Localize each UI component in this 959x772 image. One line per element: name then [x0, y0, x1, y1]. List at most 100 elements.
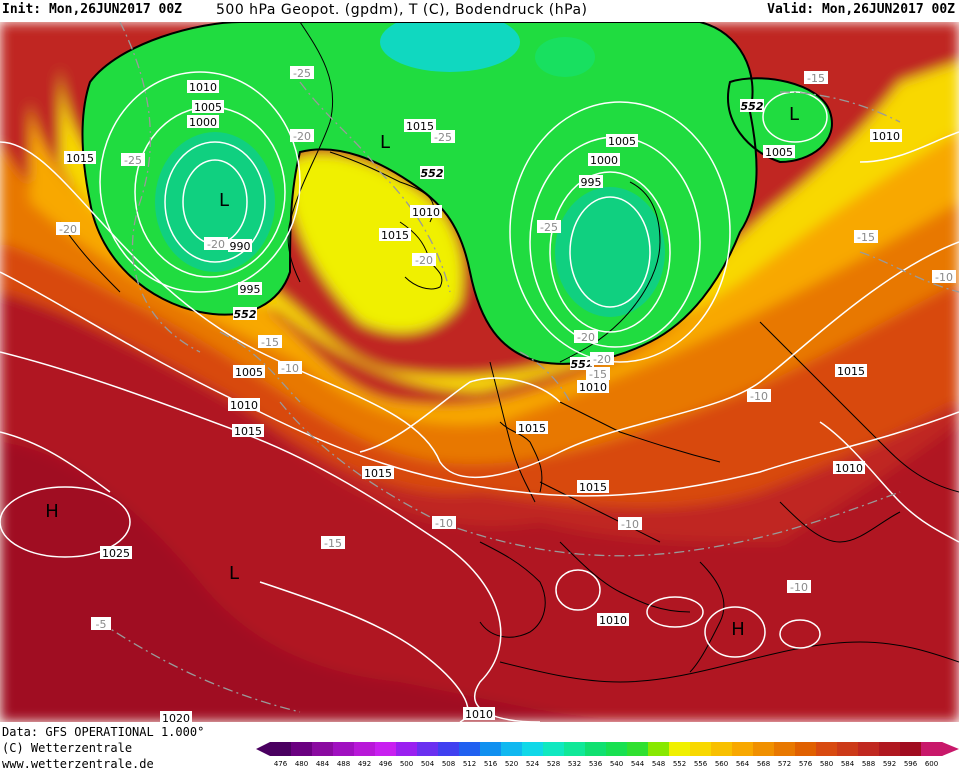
colorbar-tick-label: 596: [904, 760, 918, 768]
svg-text:-10: -10: [435, 517, 453, 530]
colorbar-tick-label: 600: [925, 760, 938, 768]
svg-text:1015: 1015: [837, 365, 865, 378]
svg-text:-25: -25: [540, 221, 558, 234]
colorbar-tick-label: 576: [799, 760, 813, 768]
pressure-label: 1015: [362, 466, 394, 480]
colorbar-swatch: [270, 742, 292, 756]
weather-map: 552 552 552 552 1010 1005 1000 1015 990 …: [0, 22, 959, 722]
temperature-label: -20: [290, 129, 314, 143]
pressure-label: 1000: [187, 115, 219, 129]
colorbar-swatch: [627, 742, 649, 756]
colorbar-tick-label: 580: [820, 760, 833, 768]
svg-text:-10: -10: [935, 271, 953, 284]
pressure-label: 1000: [588, 153, 620, 167]
colorbar-swatch: [711, 742, 733, 756]
colorbar-swatch: [438, 742, 460, 756]
pressure-label: 1010: [577, 380, 609, 394]
map-header: Init: Mon,26JUN2017 00Z 500 hPa Geopot. …: [0, 0, 959, 22]
svg-text:1015: 1015: [406, 120, 434, 133]
svg-text:1020: 1020: [162, 712, 190, 722]
valid-time: Valid: Mon,26JUN2017 00Z: [767, 2, 955, 17]
temperature-label: -10: [618, 517, 642, 531]
svg-text:1005: 1005: [194, 101, 222, 114]
svg-text:-5: -5: [96, 618, 107, 631]
colorbar-swatch: [879, 742, 901, 756]
geopotential-low-fill: [82, 22, 832, 364]
svg-text:1005: 1005: [235, 366, 263, 379]
pressure-label: 1015: [64, 151, 96, 165]
coastlines: [59, 22, 959, 683]
svg-text:1010: 1010: [465, 708, 493, 721]
temperature-label: -20: [56, 222, 80, 236]
temperature-label: -15: [804, 71, 828, 85]
pressure-label: 1015: [835, 364, 867, 378]
pressure-label: 1020: [160, 711, 192, 722]
pressure-label: 1015: [577, 480, 609, 494]
svg-text:-10: -10: [621, 518, 639, 531]
colorbar-swatch: [900, 742, 922, 756]
high-pressure-center: H: [45, 501, 59, 522]
pressure-label: 1005: [763, 145, 795, 159]
pressure-label: 1005: [233, 365, 265, 379]
temperature-labels: -25 -25 -20 -25 -20 -20 -20 -15 -10 -25 …: [56, 66, 956, 631]
contour-552-east: [727, 77, 833, 164]
pressure-label: 1005: [606, 134, 638, 148]
pressure-label: 1015: [379, 228, 411, 242]
colorbar-swatch: [774, 742, 796, 756]
colorbar-swatch: [585, 742, 607, 756]
colorbar-tick-label: 504: [421, 760, 435, 768]
website-link[interactable]: www.wetterzentrale.de: [2, 757, 154, 771]
low-pressure-center: L: [229, 563, 239, 584]
copyright: (C) Wetterzentrale: [2, 741, 133, 755]
svg-text:1000: 1000: [189, 116, 217, 129]
colorbar-tick-label: 536: [589, 760, 603, 768]
temperature-label: -25: [537, 220, 561, 234]
colorbar-swatch: [669, 742, 691, 756]
pressure-label: 1010: [228, 398, 260, 412]
svg-text:-20: -20: [59, 223, 77, 236]
temperature-label: -10: [787, 580, 811, 594]
svg-text:1005: 1005: [765, 146, 793, 159]
temperature-label: -5: [91, 617, 111, 631]
colorbar-swatch: [753, 742, 775, 756]
colorbar-tick-label: 488: [337, 760, 350, 768]
colorbar-tick-label: 520: [505, 760, 518, 768]
colorbar-tick-label: 592: [883, 760, 896, 768]
high-pressure-center: H: [731, 619, 745, 640]
colorbar-tick-label: 584: [841, 760, 855, 768]
pressure-label: 1015: [516, 421, 548, 435]
colorbar-swatch: [690, 742, 712, 756]
pressure-label: 1005: [192, 100, 224, 114]
pressure-label: 1010: [410, 205, 442, 219]
low-pressure-center: L: [219, 190, 229, 211]
colorbar-tick-label: 480: [295, 760, 308, 768]
pressure-label: 1015: [404, 119, 436, 133]
svg-text:-15: -15: [261, 336, 279, 349]
temperature-label: -10: [747, 389, 771, 403]
colorbar-swatch: [795, 742, 817, 756]
colorbar-tick-label: 512: [463, 760, 476, 768]
pressure-labels: 1010 1005 1000 1015 990 995 1015 1010 10…: [64, 80, 902, 722]
colorbar-tick-label: 492: [358, 760, 371, 768]
pressure-label: 1010: [870, 129, 902, 143]
colorbar-tick-label: 556: [694, 760, 708, 768]
temperature-label: -25: [431, 130, 455, 144]
map-footer: Data: GFS OPERATIONAL 1.000° (C) Wetterz…: [0, 722, 959, 771]
svg-text:1010: 1010: [872, 130, 900, 143]
map-title: 500 hPa Geopot. (gpdm), T (C), Bodendruc…: [216, 2, 588, 18]
pressure-label: 1010: [833, 461, 865, 475]
colorbar-swatch: [522, 742, 544, 756]
temperature-label: -20: [204, 237, 228, 251]
svg-text:-25: -25: [293, 67, 311, 80]
colorbar-swatch: [501, 742, 523, 756]
colorbar-swatch: [837, 742, 859, 756]
colorbar-tick-label: 528: [547, 760, 560, 768]
temperature-label: -15: [586, 367, 610, 381]
isobars: [0, 71, 959, 722]
colorbar-swatch: [564, 742, 586, 756]
colorbar-swatch: [312, 742, 334, 756]
svg-text:1010: 1010: [579, 381, 607, 394]
colorbar-tick-label: 532: [568, 760, 581, 768]
colorbar-swatch: [543, 742, 565, 756]
colorbar-max-arrow: [942, 742, 959, 756]
